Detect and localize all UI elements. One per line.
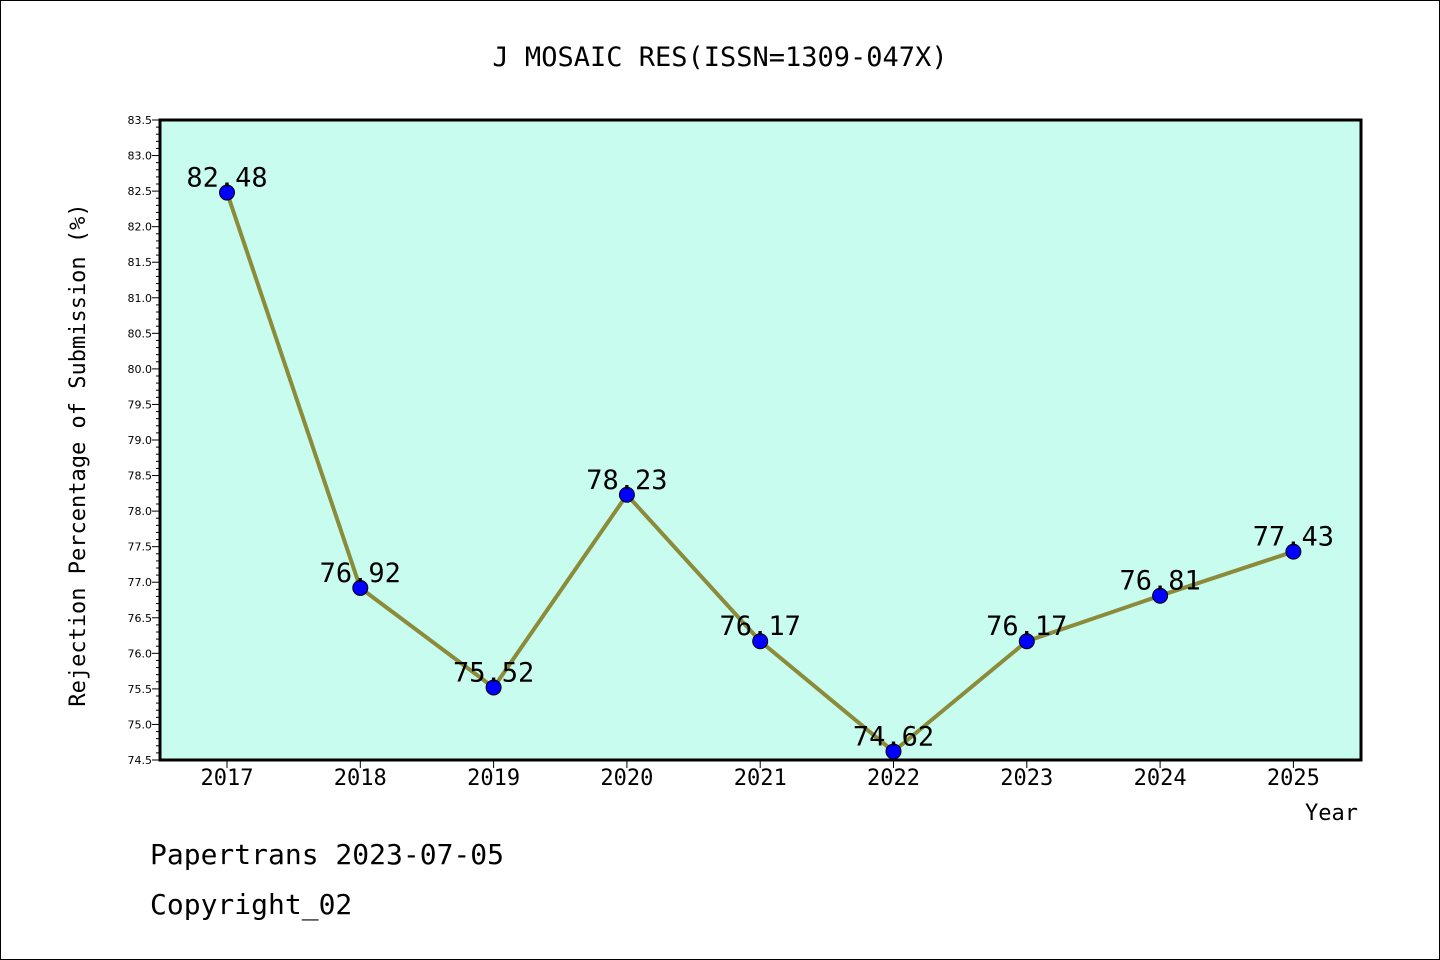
y-tick-label: 83.0 (128, 150, 153, 163)
y-tick-label: 75.0 (128, 718, 153, 731)
data-label: 82.48 (186, 163, 267, 194)
x-tick-label: 2024 (1134, 766, 1187, 791)
y-tick-label: 81.5 (128, 256, 153, 269)
data-label: 78.23 (586, 465, 667, 496)
y-tick-label: 78.5 (128, 470, 153, 483)
x-tick-label: 2025 (1267, 766, 1320, 791)
y-tick-label: 77.0 (128, 576, 153, 589)
data-label: 76.81 (1119, 566, 1200, 597)
y-axis: 74.5 75.0 75.5 76.0 76.5 77.0 77.5 78.0 78.5 79.0… (128, 114, 160, 767)
data-point (1018, 633, 1035, 650)
y-tick-label: 77.5 (128, 541, 153, 554)
y-tick-label: 82.5 (128, 185, 153, 198)
data-point (752, 633, 769, 650)
data-labels: 82.48 76.92 75.52 78.23 76.17 74.62 76.17 76.81… (186, 163, 1334, 753)
x-axis-label: Year (1305, 801, 1358, 826)
footer-date: Papertrans 2023-07-05 (150, 838, 504, 871)
data-point (1152, 587, 1169, 604)
x-axis: 2017 2018 2019 2020 2021 2022 2023 2024 2025 (201, 760, 1320, 791)
y-tick-label: 83.5 (128, 114, 153, 127)
x-tick-label: 2020 (600, 766, 653, 791)
footer-copyright: Copyright_02 (150, 888, 352, 922)
chart-title: J MOSAIC RES(ISSN=1309-047X) (492, 42, 947, 73)
y-tick-label: 75.5 (128, 683, 153, 696)
plot-area (160, 120, 1361, 760)
data-point (618, 486, 635, 503)
plot-border (158, 118, 1363, 762)
x-tick-label: 2023 (1000, 766, 1053, 791)
x-tick-label: 2019 (467, 766, 520, 791)
y-tick-label: 76.0 (128, 647, 153, 660)
data-point (352, 579, 369, 596)
data-label: 76.17 (986, 611, 1067, 642)
data-label: 74.62 (853, 721, 934, 752)
x-tick-label: 2017 (201, 766, 254, 791)
x-tick-label: 2022 (867, 766, 920, 791)
y-axis-label: Rejection Percentage of Submission (%) (66, 203, 91, 706)
y-tick-label: 74.5 (128, 754, 153, 767)
data-point (1285, 543, 1302, 560)
data-point (219, 184, 235, 201)
y-tick-label: 79.5 (128, 398, 153, 411)
y-tick-label: 81.0 (128, 292, 153, 305)
x-tick-label: 2018 (334, 766, 387, 791)
data-point (485, 679, 502, 696)
y-tick-label: 76.5 (128, 612, 153, 625)
y-tick-label: 82.0 (128, 221, 153, 234)
y-tick-label: 79.0 (128, 434, 153, 447)
data-label: 76.17 (720, 611, 801, 642)
y-tick-label: 80.0 (128, 363, 153, 376)
data-label: 75.52 (453, 657, 534, 688)
data-label: 77.43 (1253, 522, 1334, 553)
x-tick-label: 2021 (734, 766, 787, 791)
y-tick-label: 80.5 (128, 327, 153, 340)
y-tick-label: 78.0 (128, 505, 153, 518)
data-label: 76.92 (320, 558, 401, 589)
